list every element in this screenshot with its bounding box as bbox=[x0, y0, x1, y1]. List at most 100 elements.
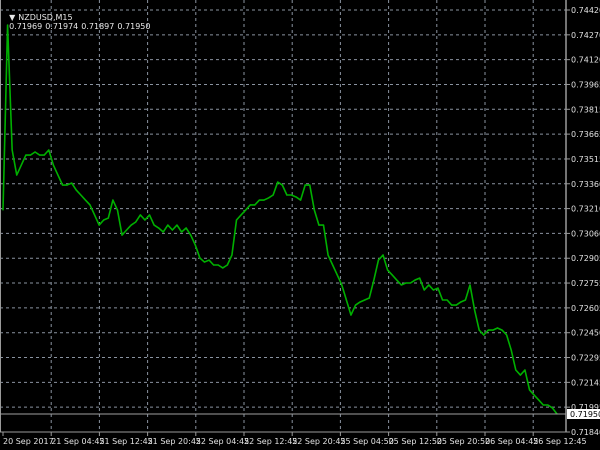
price-point bbox=[126, 229, 128, 231]
price-point bbox=[267, 197, 270, 199]
price-point bbox=[52, 164, 54, 166]
price-point bbox=[208, 259, 210, 261]
price-point bbox=[93, 214, 96, 216]
price-point bbox=[428, 284, 430, 286]
price-point bbox=[66, 184, 68, 186]
price-point bbox=[524, 369, 526, 371]
price-point bbox=[492, 329, 494, 331]
price-point bbox=[245, 209, 247, 211]
price-point bbox=[464, 299, 467, 301]
price-point bbox=[391, 274, 393, 276]
price-point bbox=[473, 309, 476, 311]
price-point bbox=[103, 219, 105, 221]
price-point bbox=[112, 199, 114, 201]
price-point bbox=[222, 267, 224, 269]
price-point bbox=[20, 164, 22, 166]
x-tick-label: 21 Sep 04:45 bbox=[51, 437, 104, 446]
y-tick-label: 0.71840 bbox=[571, 428, 600, 437]
price-point bbox=[2, 209, 4, 211]
price-point bbox=[455, 304, 457, 306]
x-tick-label: 22 Sep 04:45 bbox=[196, 437, 249, 446]
x-tick-label: 26 Sep 04:45 bbox=[485, 437, 538, 446]
price-point bbox=[336, 274, 338, 276]
price-point bbox=[386, 269, 389, 271]
price-point bbox=[341, 284, 343, 286]
price-point bbox=[286, 194, 288, 196]
price-point bbox=[130, 224, 132, 226]
price-point bbox=[451, 304, 453, 306]
price-point bbox=[116, 209, 119, 211]
price-point bbox=[483, 334, 485, 336]
price-point bbox=[158, 227, 160, 229]
price-point bbox=[272, 194, 274, 196]
price-point bbox=[506, 334, 508, 336]
price-point bbox=[359, 301, 361, 303]
triangle-down-icon[interactable]: ▼ bbox=[9, 13, 16, 22]
price-point bbox=[203, 261, 206, 263]
price-point bbox=[309, 184, 311, 186]
price-point bbox=[217, 264, 219, 266]
price-point bbox=[327, 254, 329, 256]
price-point bbox=[538, 399, 540, 401]
price-point bbox=[460, 301, 462, 303]
price-point bbox=[98, 224, 100, 226]
price-point bbox=[258, 199, 260, 201]
low-value: 0.71897 bbox=[81, 22, 115, 31]
price-point bbox=[254, 204, 256, 206]
current-price-label: 0.71950 bbox=[570, 410, 600, 419]
price-point bbox=[409, 282, 412, 284]
x-tick-label: 22 Sep 12:45 bbox=[244, 437, 297, 446]
price-point bbox=[148, 214, 151, 216]
price-point bbox=[364, 299, 366, 301]
y-tick-label: 0.72145 bbox=[571, 378, 600, 387]
price-point bbox=[75, 189, 77, 191]
price-point bbox=[510, 349, 512, 351]
price-point bbox=[29, 154, 32, 156]
y-tick-label: 0.72295 bbox=[571, 354, 600, 363]
price-point bbox=[39, 154, 41, 156]
chart-header: ▼ NZDUSD,M15 0.71969 0.71974 0.71897 0.71950 bbox=[4, 4, 153, 31]
price-point bbox=[547, 404, 549, 406]
x-tick-label: 20 Sep 2017 bbox=[3, 437, 54, 446]
price-point bbox=[350, 314, 352, 316]
price-point bbox=[277, 181, 279, 183]
symbol-label: NZDUSD,M15 bbox=[18, 13, 73, 22]
price-point bbox=[405, 282, 407, 284]
price-point bbox=[354, 304, 357, 306]
price-point bbox=[368, 297, 370, 299]
price-point bbox=[396, 279, 398, 281]
price-point bbox=[84, 199, 87, 201]
price-point bbox=[377, 259, 380, 261]
price-point bbox=[469, 284, 471, 286]
price-point bbox=[249, 204, 251, 206]
price-point bbox=[153, 224, 155, 226]
price-point bbox=[80, 194, 82, 196]
x-tick-label: 25 Sep 04:50 bbox=[340, 437, 393, 446]
price-point bbox=[501, 329, 503, 331]
price-point bbox=[107, 217, 109, 219]
price-point bbox=[185, 227, 187, 229]
y-tick-label: 0.71995 bbox=[571, 403, 600, 412]
price-point bbox=[313, 209, 315, 211]
price-point bbox=[25, 154, 27, 156]
price-point bbox=[194, 244, 196, 246]
y-tick-label: 0.72755 bbox=[571, 279, 600, 288]
price-point bbox=[300, 199, 302, 201]
price-point bbox=[48, 149, 50, 151]
price-point bbox=[135, 221, 137, 223]
price-point bbox=[542, 404, 544, 406]
price-point bbox=[528, 389, 531, 391]
price-point bbox=[478, 329, 480, 331]
price-point bbox=[180, 231, 183, 233]
price-point bbox=[144, 219, 146, 221]
price-point bbox=[235, 219, 238, 221]
price-point bbox=[263, 199, 265, 201]
open-value: 0.71969 bbox=[9, 22, 43, 31]
price-point bbox=[43, 154, 45, 156]
